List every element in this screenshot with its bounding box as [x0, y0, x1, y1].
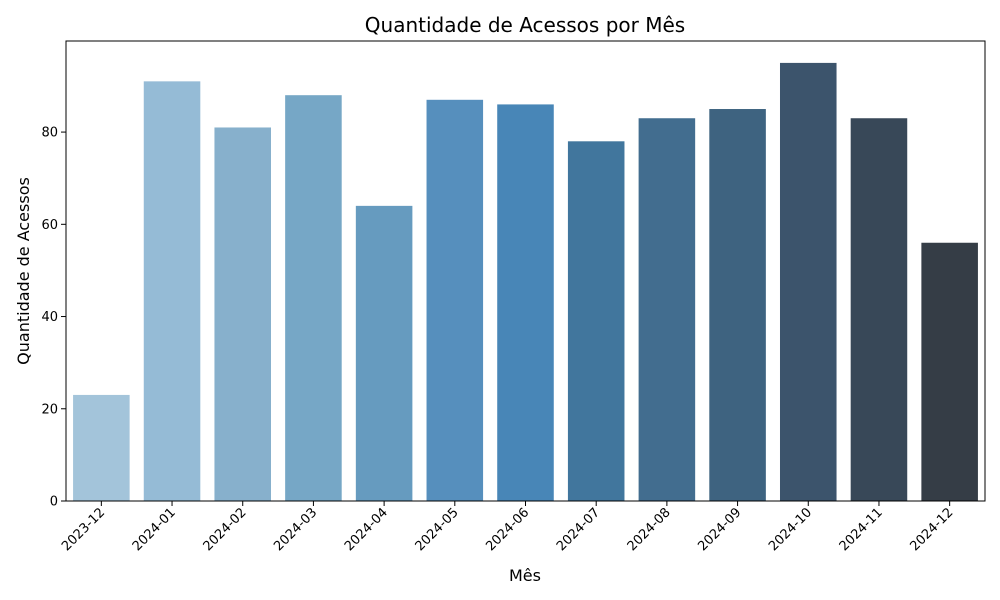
bar-2024-01	[143, 81, 201, 501]
bar-2024-12	[921, 242, 978, 501]
bar-2023-12	[73, 394, 130, 501]
y-tick-label: 20	[41, 402, 58, 417]
x-tick-label: 2024-05	[413, 505, 462, 554]
bar-2024-10	[779, 62, 837, 502]
bar-2024-05	[426, 99, 484, 502]
x-axis-label: Mês	[509, 566, 541, 585]
x-tick-label: 2024-04	[342, 505, 391, 554]
x-tick-label: 2024-11	[837, 505, 886, 554]
x-tick-label: 2024-08	[625, 505, 674, 554]
bar-2024-08	[638, 118, 696, 502]
chart-title: Quantidade de Acessos por Mês	[365, 13, 685, 37]
x-tick-label: 2024-02	[201, 505, 250, 554]
y-tick-label: 80	[41, 126, 58, 141]
y-tick-label: 40	[41, 310, 58, 325]
y-tick-label: 0	[50, 495, 58, 510]
x-tick-label: 2024-03	[271, 505, 320, 554]
x-tick-label: 2024-07	[554, 505, 603, 554]
bar-2024-06	[497, 104, 554, 501]
bar-2024-03	[285, 95, 342, 501]
bar-2024-07	[567, 141, 625, 502]
x-axis: 2023-12 2024-01 2024-02 2024-03 2024-04 2024-…	[59, 501, 956, 554]
y-tick-label: 60	[41, 218, 58, 233]
bar-2024-02	[214, 127, 271, 501]
y-axis: 0 20 40 60 80	[41, 126, 66, 510]
x-tick-label: 2024-10	[766, 505, 815, 554]
x-tick-label: 2023-12	[59, 505, 108, 554]
x-tick-label: 2024-01	[130, 505, 179, 554]
bar-2024-11	[850, 118, 908, 502]
bar-2024-09	[709, 109, 766, 502]
x-tick-label: 2024-12	[907, 505, 956, 554]
x-tick-label: 2024-09	[695, 505, 744, 554]
bars-group	[73, 62, 978, 502]
y-axis-label: Quantidade de Acessos	[14, 177, 33, 365]
x-tick-label: 2024-06	[483, 505, 532, 554]
bar-2024-04	[355, 205, 413, 502]
